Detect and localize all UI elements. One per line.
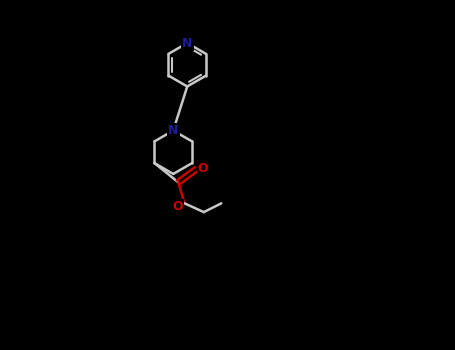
Text: N: N bbox=[182, 36, 192, 50]
Text: N: N bbox=[168, 124, 178, 137]
Text: O: O bbox=[172, 199, 183, 213]
Text: O: O bbox=[197, 161, 208, 175]
